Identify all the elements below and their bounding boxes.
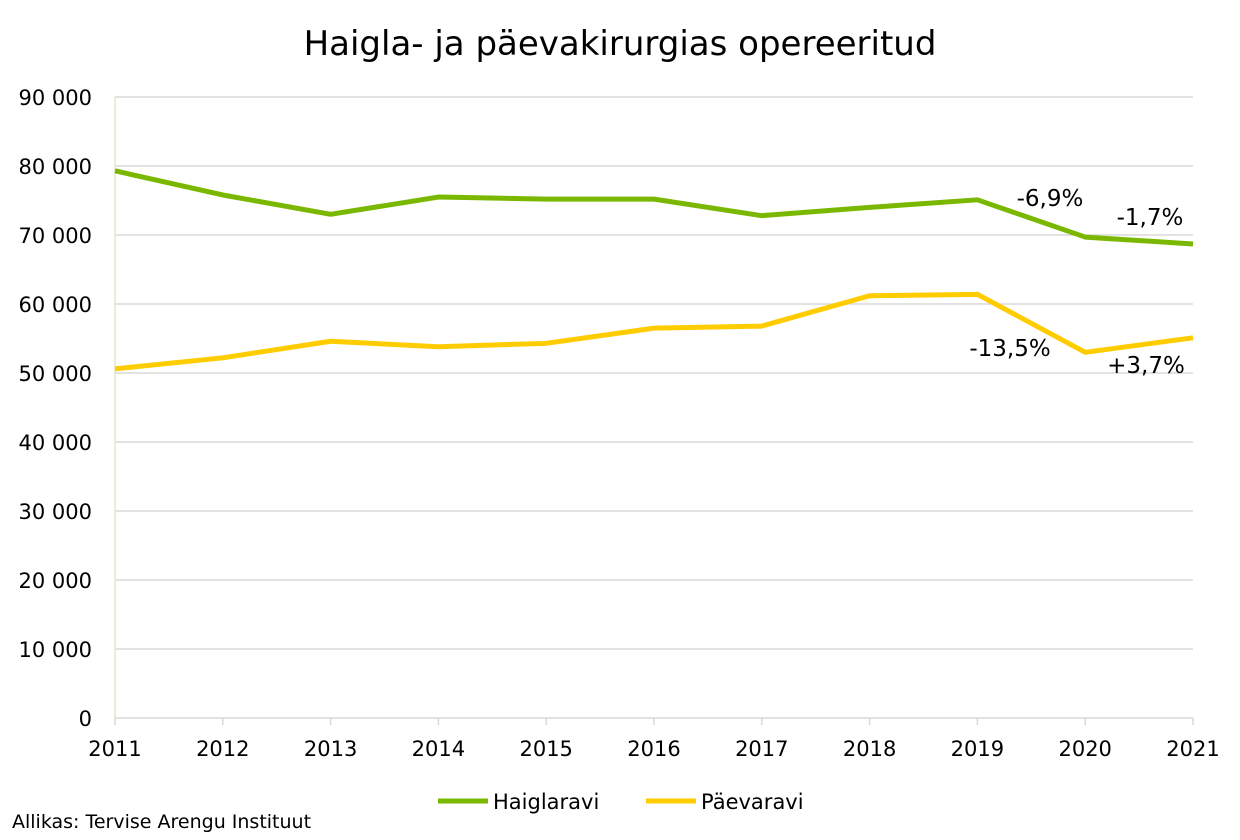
y-tick-label: 30 000 <box>19 500 92 524</box>
x-tick-label: 2011 <box>88 737 141 761</box>
y-tick-label: 60 000 <box>19 293 92 317</box>
x-tick-label: 2021 <box>1166 737 1219 761</box>
y-tick-label: 70 000 <box>19 224 92 248</box>
legend-label: Päevaravi <box>701 790 804 814</box>
x-tick-label: 2018 <box>843 737 896 761</box>
data-annotation: -13,5% <box>969 336 1050 362</box>
x-tick-label: 2016 <box>627 737 680 761</box>
data-annotation: +3,7% <box>1107 353 1185 379</box>
x-tick-label: 2020 <box>1058 737 1111 761</box>
y-tick-label: 80 000 <box>19 155 92 179</box>
y-tick-label: 0 <box>79 707 92 731</box>
x-tick-label: 2015 <box>519 737 572 761</box>
series-line-haiglaravi <box>114 168 1194 247</box>
y-tick-label: 20 000 <box>19 569 92 593</box>
legend-label: Haiglaravi <box>493 790 599 814</box>
x-tick-label: 2014 <box>412 737 465 761</box>
y-tick-label: 10 000 <box>19 638 92 662</box>
x-tick-label: 2017 <box>735 737 788 761</box>
x-tick-label: 2019 <box>951 737 1004 761</box>
x-tick-label: 2013 <box>304 737 357 761</box>
data-annotation: -6,9% <box>1017 186 1084 212</box>
y-tick-label: 90 000 <box>19 86 92 110</box>
y-tick-label: 50 000 <box>19 362 92 386</box>
x-tick-label: 2012 <box>196 737 249 761</box>
y-tick-label: 40 000 <box>19 431 92 455</box>
source-note: Allikas: Tervise Arengu Instituut <box>12 811 311 833</box>
data-annotation: -1,7% <box>1117 205 1184 231</box>
chart-title: Haigla- ja päevakirurgias opereeritud <box>304 24 937 64</box>
series-line-päevaravi <box>114 291 1194 372</box>
